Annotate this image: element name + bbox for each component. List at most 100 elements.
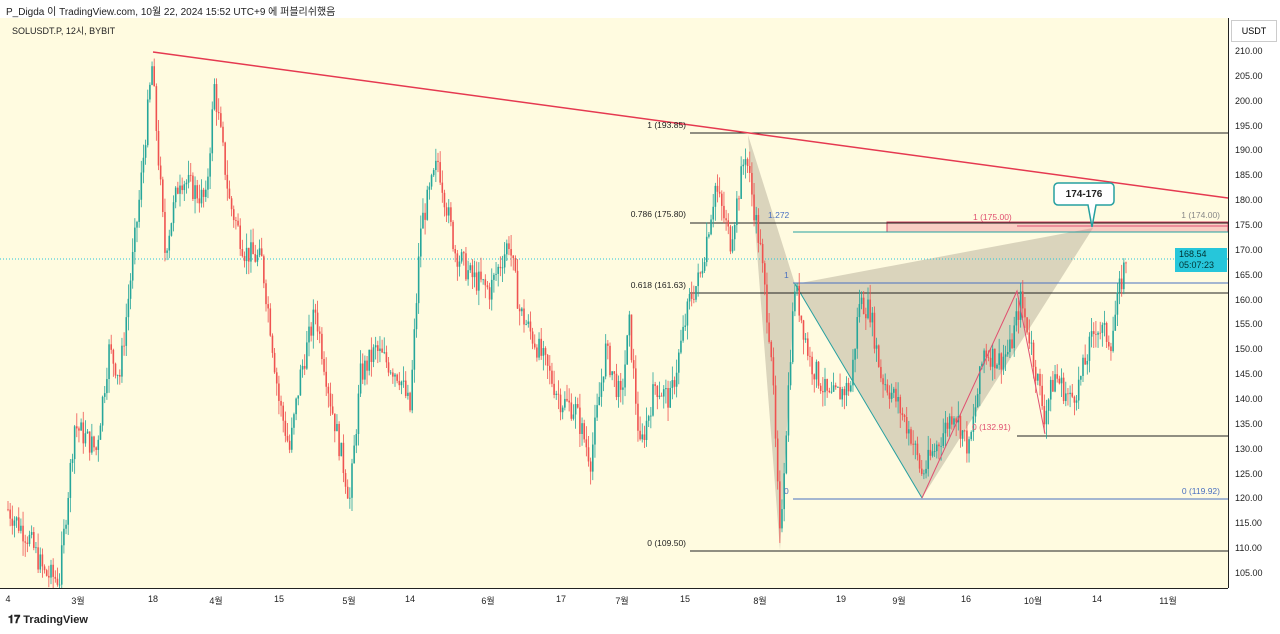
- candle-body: [409, 392, 411, 411]
- price-tick: 155.00: [1235, 319, 1263, 330]
- candle-body: [1013, 325, 1015, 348]
- tradingview-logo: 𝟏𝟕 TradingView: [8, 614, 88, 626]
- candle-body: [774, 385, 777, 439]
- candle-body: [893, 388, 895, 393]
- callout-box: [1053, 182, 1115, 228]
- candle-body: [112, 349, 115, 364]
- candle-body: [1105, 323, 1108, 342]
- candle-body: [284, 420, 287, 436]
- price-axis[interactable]: 210.00 205.00 200.00 195.00 190.00 185.00 180.…: [1228, 18, 1280, 588]
- candle-body: [151, 66, 153, 85]
- candle-body: [48, 575, 50, 578]
- abcd-zigzag: [921, 289, 1046, 499]
- candle-body: [873, 312, 876, 349]
- candle-body: [897, 397, 899, 402]
- fib-label-0: 0 (109.50): [647, 538, 686, 548]
- candle-body: [695, 286, 697, 300]
- candle-body: [1062, 377, 1065, 402]
- candle-body: [93, 436, 95, 448]
- candle-body: [1056, 374, 1058, 379]
- candle-body: [755, 214, 757, 221]
- candle-body: [200, 189, 203, 204]
- time-tick: 10월: [1023, 596, 1043, 606]
- candle-body: [149, 84, 151, 100]
- time-axis[interactable]: 4 3월 18 4월 15 5월 14 6월 17 7월 15 8월 19 9월 16 10월 14 11월: [0, 588, 1228, 611]
- time-tick: 14: [1091, 594, 1103, 604]
- candle-body: [1071, 392, 1074, 397]
- candle-body: [1034, 366, 1037, 381]
- bar-countdown: 05:07:23: [1179, 260, 1215, 270]
- candle-body: [966, 430, 968, 454]
- candle-body: [1125, 262, 1127, 264]
- candle-body: [372, 347, 375, 362]
- candle-body: [503, 254, 506, 268]
- candle-body: [761, 243, 764, 264]
- candle-body: [286, 435, 289, 441]
- candle-body: [209, 153, 211, 177]
- candle-body: [308, 326, 310, 343]
- candle-body: [908, 429, 910, 434]
- candle-body: [516, 270, 519, 309]
- candle-body: [727, 220, 730, 227]
- candle-body: [377, 345, 379, 351]
- candle-body: [600, 382, 603, 397]
- candle-body: [1039, 373, 1041, 386]
- candle-body: [656, 385, 659, 397]
- candle-body: [353, 445, 355, 464]
- candle-body: [1041, 385, 1043, 407]
- candle-body: [168, 235, 171, 251]
- candle-body: [60, 545, 63, 585]
- candle-body: [84, 433, 87, 444]
- candle-body: [800, 315, 803, 321]
- candle-body: [194, 185, 196, 199]
- candle-body: [895, 388, 897, 402]
- candle-body: [688, 294, 691, 302]
- candle-body: [613, 371, 616, 374]
- candle-body: [811, 356, 813, 375]
- price-tick: 140.00: [1235, 393, 1263, 404]
- candle-body: [299, 369, 302, 396]
- trendline: [152, 51, 1228, 199]
- candle-body: [602, 376, 605, 383]
- candle-body: [740, 166, 742, 199]
- candle-body: [781, 509, 783, 529]
- candle-body: [723, 205, 725, 219]
- currency-button[interactable]: USDT: [1231, 20, 1277, 42]
- candle-body: [568, 400, 570, 403]
- candle-body: [136, 221, 138, 228]
- candle-body: [243, 256, 246, 262]
- candle-body: [463, 252, 465, 254]
- candle-body: [607, 343, 609, 346]
- candle-body: [473, 272, 476, 278]
- candle-body: [116, 375, 119, 376]
- candle-body: [424, 212, 426, 220]
- candle-body: [536, 347, 538, 358]
- candle-body: [596, 405, 598, 418]
- candle-body: [925, 468, 927, 474]
- candle-body: [340, 442, 343, 457]
- candle-body: [998, 353, 1000, 365]
- candle-body: [465, 253, 467, 280]
- candle-body: [364, 360, 366, 380]
- candle-body: [527, 321, 530, 325]
- candle-body: [884, 384, 886, 386]
- candle-body: [1080, 375, 1082, 380]
- candle-body: [205, 189, 207, 197]
- candle-body: [480, 271, 482, 280]
- candle-body: [88, 431, 91, 453]
- candle-body: [1058, 378, 1061, 384]
- candle-body: [192, 175, 194, 199]
- candle-body: [432, 170, 435, 176]
- chart-drawing[interactable]: 174-176 1 (193.85) 0.786 (175.80) 0.618 (16…: [0, 0, 1228, 588]
- candle-body: [383, 352, 386, 353]
- price-tick: 110.00: [1235, 543, 1262, 554]
- price-tick: 170.00: [1235, 244, 1263, 255]
- candle-body: [559, 394, 562, 413]
- time-tick: 15: [273, 594, 285, 604]
- candle-body: [938, 444, 940, 447]
- price-tick: 195.00: [1235, 120, 1263, 131]
- candle-body: [703, 262, 706, 271]
- time-tick: 19: [835, 594, 847, 604]
- candle-body: [637, 403, 639, 431]
- candle-body: [1049, 379, 1052, 400]
